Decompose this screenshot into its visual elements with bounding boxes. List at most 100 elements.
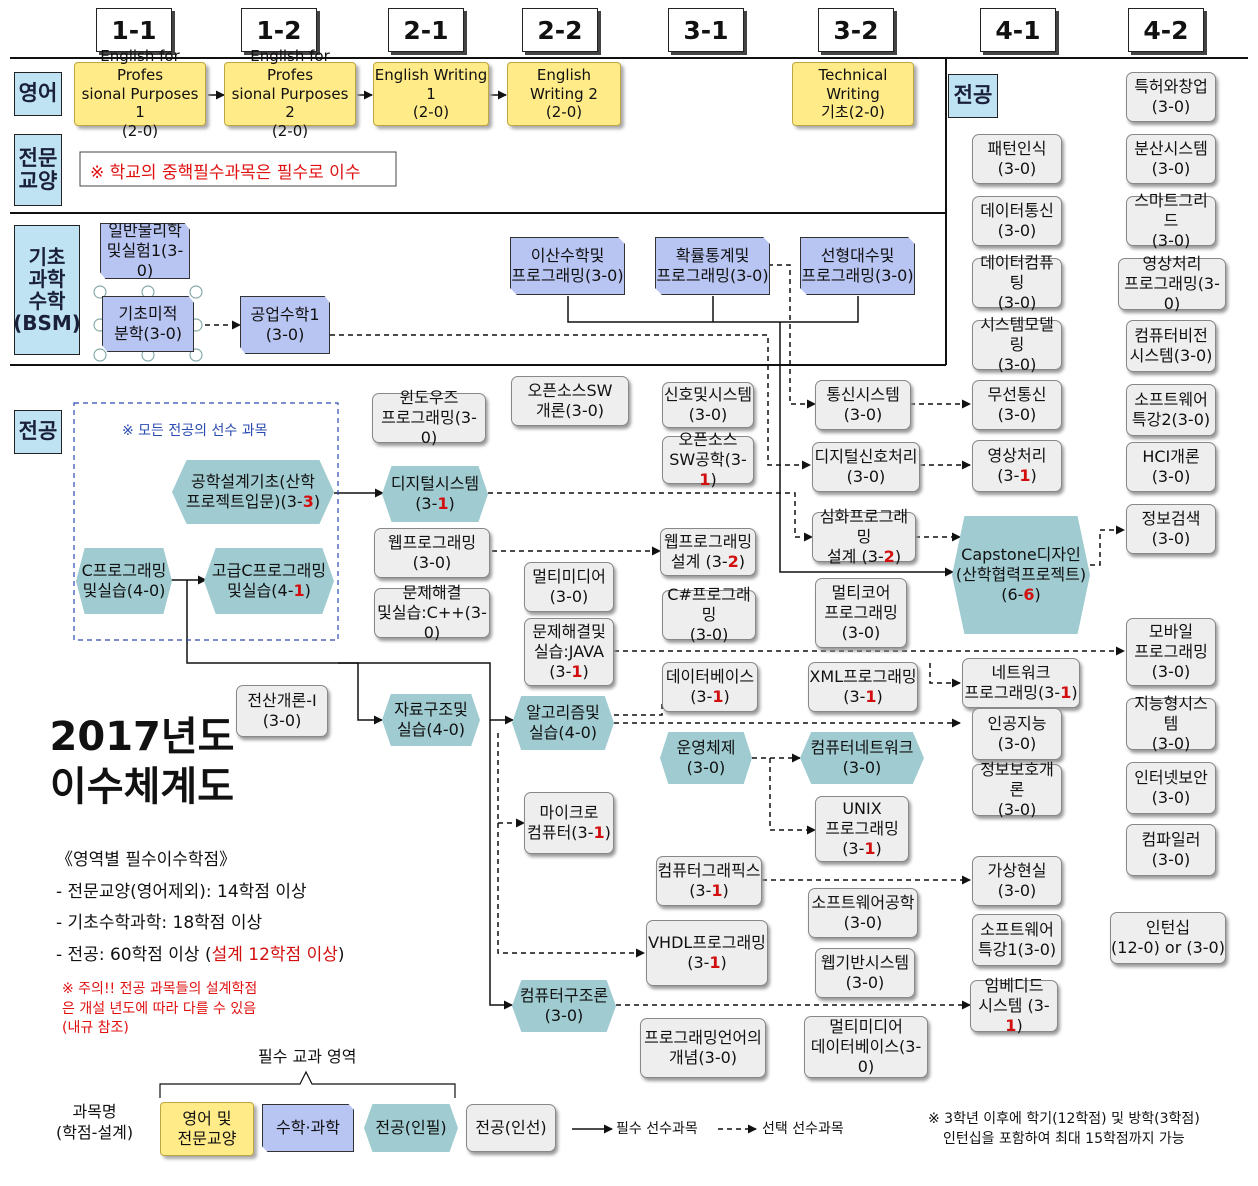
course-digital-systems: 디지털시스템 (3-1): [382, 466, 488, 522]
credits-heading: 《영역별 필수이수학점》: [56, 845, 236, 870]
credits-liberal: - 전문교양(영어제외): 14학점 이상: [56, 877, 307, 902]
course-image-programming: 영상처리 프로그래밍(3-0): [1118, 258, 1226, 310]
course-data-structures: 자료구조및 실습(4-0): [382, 694, 480, 746]
course-unix: UNIX 프로그래밍 (3-1): [815, 796, 909, 862]
course-comm-systems: 통신시스템 (3-0): [815, 380, 911, 430]
course-embedded-systems: 임베디드 시스템 (3-1): [970, 980, 1058, 1032]
course-system-modeling: 시스템모델링 (3-0): [972, 320, 1062, 370]
course-data-computing: 데이터컴퓨팅 (3-0): [972, 258, 1062, 308]
semester-header: 1-2: [241, 8, 317, 52]
credits-bsm: - 기초수학과학: 18학점 이상: [56, 908, 262, 933]
design-credit-note: ※ 주의!! 전공 과목들의 설계학점 은 개설 년도에 따라 다를 수 있음 …: [62, 980, 257, 1039]
course-signals-systems: 신호및시스템 (3-0): [662, 382, 754, 428]
legend-math-science: 수학·과학: [262, 1104, 354, 1152]
diagram-title: 2017년도 이수체계도: [48, 712, 236, 812]
credits-major: - 전공: 60학점 이상 (설계 12학점 이상): [56, 940, 345, 965]
course-computer-vision: 컴퓨터비전 시스템(3-0): [1126, 320, 1216, 372]
course-efp1: English for Profes sional Purposes 1 (2-…: [74, 62, 206, 126]
area-label-liberal: 전문 교양: [14, 134, 62, 206]
semester-header: 3-2: [818, 8, 894, 52]
course-multimedia-db: 멀티미디어 데이터베이스(3-0): [804, 1016, 928, 1078]
course-image-processing: 영상처리 (3-1): [972, 440, 1062, 492]
course-ai: 인공지능 (3-0): [972, 708, 1062, 760]
required-liberal-note: ※ 학교의 중핵필수과목은 필수로 이수: [90, 158, 360, 183]
course-computer-graphics: 컴퓨터그래픽스 (3-1): [656, 856, 762, 906]
legend-major-required: 전공(인필): [364, 1104, 458, 1152]
semester-header: 1-1: [96, 8, 172, 52]
course-linear-algebra: 선형대수및 프로그래밍(3-0): [800, 237, 915, 295]
legend-english-liberal: 영어 및 전문교양: [160, 1102, 254, 1156]
course-mobile-programming: 모바일 프로그래밍 (3-0): [1126, 618, 1216, 686]
semester-header: 4-1: [980, 8, 1056, 52]
legend-major-elective: 전공(인선): [466, 1104, 556, 1152]
course-capstone: Capstone디자인 (산학협력프로젝트) (6-6): [952, 516, 1090, 634]
course-internet-security: 인터넷보안 (3-0): [1126, 762, 1216, 814]
area-label-major-top: 전공: [948, 74, 998, 118]
course-multicore: 멀티코어 프로그래밍 (3-0): [815, 578, 907, 648]
course-technical-writing: Technical Writing 기초(2-0): [792, 62, 914, 126]
course-algorithms: 알고리즘및 실습(4-0): [512, 696, 614, 750]
course-web-programming: 웹프로그래밍 (3-0): [374, 528, 490, 578]
course-intelligent-systems: 지능형시스템 (3-0): [1126, 698, 1216, 750]
area-label-major: 전공: [14, 410, 62, 454]
course-distributed-systems: 분산시스템 (3-0): [1126, 134, 1216, 184]
course-network-programming: 네트워크 프로그래밍(3-1): [962, 658, 1080, 708]
course-web-based-systems: 웹기반시스템 (3-0): [815, 948, 915, 998]
course-software-topic-1: 소프트웨어 특강1(3-0): [972, 914, 1062, 966]
internship-note: ※ 3학년 이후에 학기(12학점) 및 방학(3학점) 인턴십을 포함하여 최…: [928, 1110, 1200, 1149]
course-internship: 인턴십 (12-0) or (3-0): [1110, 912, 1226, 964]
course-engineering-design: 공학설계기초(산학 프로젝트입문)(3-3): [172, 460, 334, 524]
course-database: 데이터베이스 (3-1): [662, 662, 758, 712]
course-advanced-programming: 심화프로그래밍 설계 (3-2): [812, 512, 916, 562]
legend-solid-arrow-label: 필수 선수과목: [616, 1118, 698, 1138]
legend-course-format: 과목명 (학점-설계): [56, 1102, 133, 1144]
course-oss-engineering: 오픈소스 SW공학(3-1): [662, 436, 754, 484]
course-physics: 일반물리학 및실험1(3-0): [100, 223, 190, 279]
course-computer-network: 컴퓨터네트워크 (3-0): [800, 732, 924, 784]
course-data-communication: 데이터통신 (3-0): [972, 196, 1062, 246]
semester-header: 3-1: [668, 8, 744, 52]
course-english-writing-1: English Writing 1 (2-0): [373, 62, 489, 126]
course-efp2: English for Profes sional Purposes 2 (2-…: [224, 62, 356, 126]
course-web-design: 웹프로그래밍 설계 (3-2): [660, 528, 756, 576]
course-calculus: 기초미적 분학(3-0): [102, 296, 194, 352]
course-windows-programming: 윈도우즈 프로그래밍(3-0): [372, 393, 486, 443]
course-compiler: 컴파일러 (3-0): [1126, 824, 1216, 876]
course-dsp: 디지털신호처리 (3-0): [812, 442, 920, 492]
course-problem-solving-cpp: 문제해결 및실습:C++(3-0): [374, 588, 490, 638]
course-operating-systems: 운영체제 (3-0): [660, 732, 752, 784]
course-hci: HCI개론 (3-0): [1126, 442, 1216, 492]
course-security: 정보보호개론 (3-0): [972, 764, 1062, 816]
course-csharp: C#프로그래밍 (3-0): [662, 590, 756, 640]
course-probability: 확률통계및 프로그래밍(3-0): [655, 237, 770, 295]
course-intro-computing: 전산개론-I (3-0): [236, 685, 328, 737]
course-software-topic-2: 소프트웨어 특강2(3-0): [1126, 384, 1216, 436]
legend-group-label: 필수 교과 영역: [258, 1043, 357, 1067]
area-label-bsm: 기초 과학 수학 (BSM): [14, 225, 80, 355]
semester-header: 2-2: [522, 8, 598, 52]
course-smart-grid: 스마트그리드 (3-0): [1126, 196, 1216, 246]
course-microcomputer: 마이크로 컴퓨터(3-1): [524, 792, 614, 854]
course-multimedia: 멀티미디어 (3-0): [524, 562, 614, 612]
course-software-engineering: 소프트웨어공학 (3-0): [808, 888, 918, 938]
semester-header: 4-2: [1128, 8, 1204, 52]
course-advanced-c: 고급C프로그래밍 및실습(4-1): [204, 548, 334, 614]
course-patent-startup: 특허와창업 (3-0): [1126, 72, 1216, 122]
course-english-writing-2: English Writing 2 (2-0): [507, 62, 621, 126]
course-vhdl: VHDL프로그래밍 (3-1): [646, 920, 768, 986]
course-computer-architecture: 컴퓨터구조론 (3-0): [512, 980, 616, 1032]
course-virtual-reality: 가상현실 (3-0): [972, 856, 1062, 906]
course-information-retrieval: 정보검색 (3-0): [1126, 504, 1216, 554]
course-pattern-recognition: 패턴인식 (3-0): [972, 134, 1062, 184]
course-xml: XML프로그래밍 (3-1): [808, 662, 918, 712]
course-problem-solving-java: 문제해결및 실습:JAVA (3-1): [524, 618, 614, 686]
course-engineering-math: 공업수학1 (3-0): [240, 296, 330, 354]
course-c-programming: C프로그래밍 및실습(4-0): [76, 548, 172, 614]
course-wireless-comm: 무선통신 (3-0): [972, 380, 1062, 430]
legend-dashed-arrow-label: 선택 선수과목: [762, 1118, 844, 1138]
semester-header: 2-1: [388, 8, 464, 52]
major-prereq-note: ※ 모든 전공의 선수 과목: [122, 420, 267, 440]
course-oss-intro: 오픈소스SW 개론(3-0): [511, 376, 629, 426]
area-label-english: 영어: [14, 72, 62, 116]
